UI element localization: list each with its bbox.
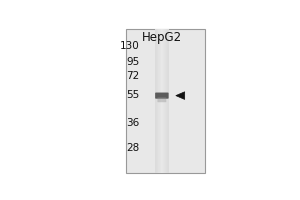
Text: 28: 28 <box>127 143 140 153</box>
Polygon shape <box>176 92 185 99</box>
Bar <box>163 29 164 173</box>
Bar <box>161 29 162 173</box>
Bar <box>163 29 164 173</box>
FancyBboxPatch shape <box>158 97 166 102</box>
Bar <box>164 29 165 173</box>
Bar <box>165 29 166 173</box>
Bar <box>167 29 168 173</box>
FancyBboxPatch shape <box>155 93 169 99</box>
Bar <box>156 29 157 173</box>
Bar <box>158 29 159 173</box>
Text: 95: 95 <box>127 57 140 67</box>
Text: 72: 72 <box>127 71 140 81</box>
Bar <box>156 29 157 173</box>
Text: HepG2: HepG2 <box>142 31 182 44</box>
Bar <box>159 29 160 173</box>
Bar <box>168 29 169 173</box>
Bar <box>159 29 160 173</box>
Bar <box>160 29 161 173</box>
Bar <box>158 29 159 173</box>
Bar <box>162 29 163 173</box>
Text: 55: 55 <box>127 90 140 100</box>
Bar <box>160 29 161 173</box>
Bar <box>166 29 167 173</box>
Bar <box>157 29 158 173</box>
Bar <box>126 29 205 173</box>
Bar <box>161 29 162 173</box>
Bar <box>167 29 168 173</box>
Text: 130: 130 <box>120 41 140 51</box>
Bar <box>157 29 158 173</box>
Bar <box>166 29 167 173</box>
Bar <box>165 29 166 173</box>
Bar <box>162 29 163 173</box>
Text: 36: 36 <box>127 118 140 128</box>
Bar <box>155 29 156 173</box>
Bar <box>164 29 165 173</box>
